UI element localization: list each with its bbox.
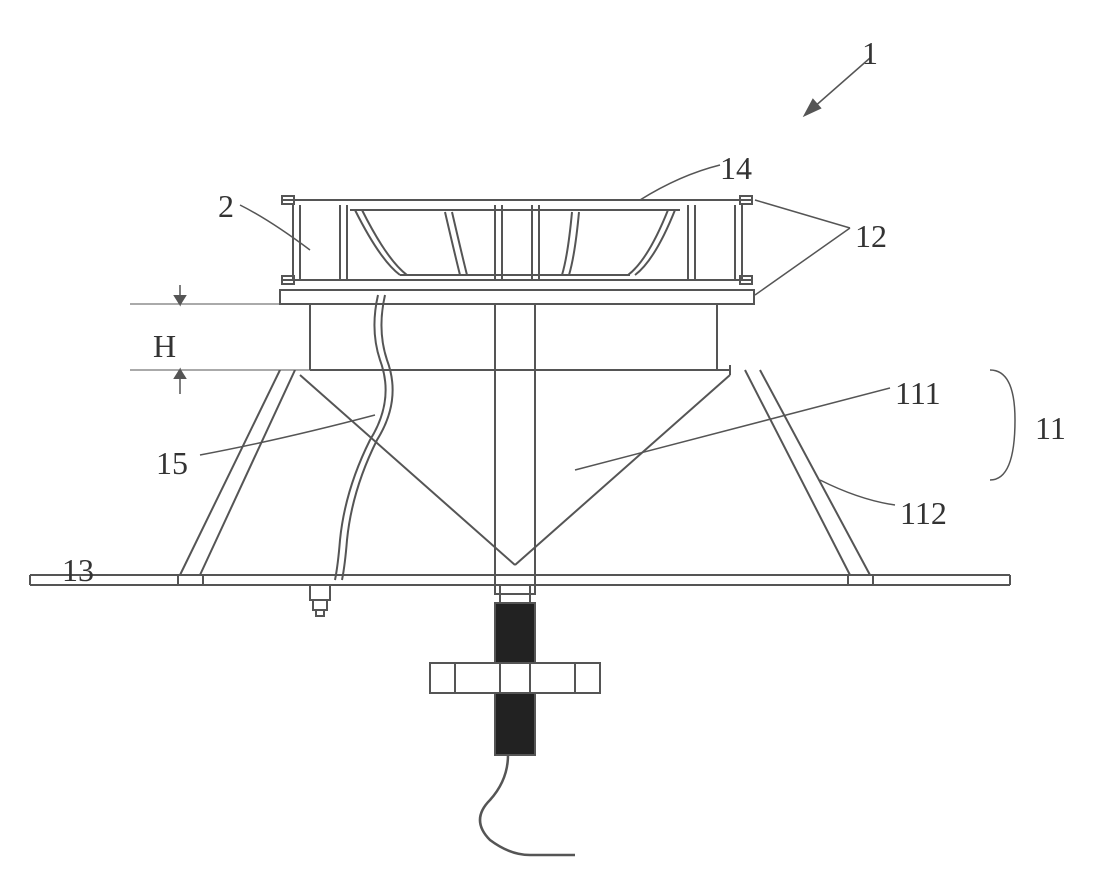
label-111: 111 xyxy=(895,375,941,412)
label-14: 14 xyxy=(720,150,752,187)
label-12: 12 xyxy=(855,218,887,255)
label-15: 15 xyxy=(156,445,188,482)
label-H: H xyxy=(153,328,176,365)
label-2: 2 xyxy=(218,188,234,225)
label-1: 1 xyxy=(862,35,878,72)
label-13: 13 xyxy=(62,552,94,589)
label-112: 112 xyxy=(900,495,947,532)
label-11: 11 xyxy=(1035,410,1066,447)
